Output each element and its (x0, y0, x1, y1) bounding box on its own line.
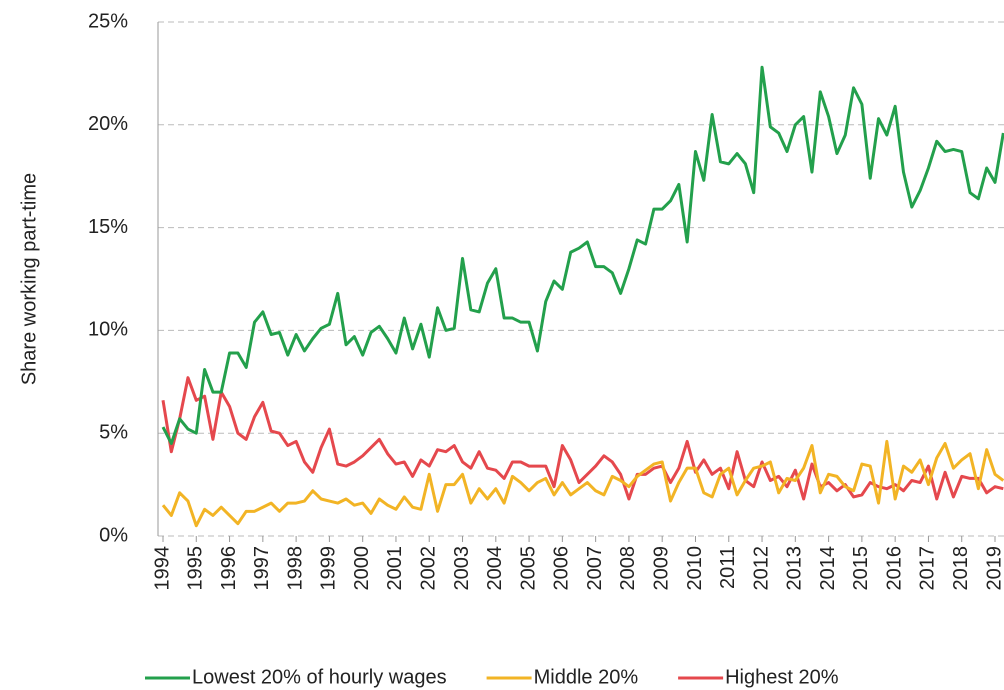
x-tick-label: 2007 (584, 546, 606, 591)
legend-label: Middle 20% (534, 666, 639, 688)
x-tick-label: 1998 (284, 546, 306, 591)
x-tick-label: 2012 (750, 546, 772, 591)
x-tick-label: 2016 (883, 546, 905, 591)
x-tick-label: 2003 (451, 546, 473, 591)
x-tick-label: 2011 (717, 546, 739, 589)
legend-label: Highest 20% (725, 666, 839, 688)
y-axis-title: Share working part-time (18, 173, 40, 385)
x-tick-label: 1996 (218, 546, 240, 591)
x-tick-label: 2015 (850, 546, 872, 591)
legend-label: Lowest 20% of hourly wages (192, 666, 447, 688)
x-tick-label: 2009 (650, 546, 672, 591)
x-tick-label: 2008 (617, 546, 639, 591)
x-tick-label: 2019 (983, 546, 1004, 591)
x-tick-label: 1999 (318, 546, 340, 591)
x-tick-label: 2013 (784, 546, 806, 591)
series-line (161, 65, 1004, 445)
x-tick-label: 2017 (917, 546, 939, 591)
x-tick-label: 2014 (817, 546, 839, 591)
series-line (161, 439, 1004, 528)
x-tick-label: 2010 (684, 546, 706, 591)
x-tick-label: 1997 (251, 546, 273, 591)
x-tick-label: 2000 (351, 546, 373, 591)
x-tick-label: 2018 (950, 546, 972, 591)
x-tick-label: 2006 (551, 546, 573, 591)
y-tick-label: 25% (88, 10, 128, 32)
x-tick-label: 2005 (517, 546, 539, 591)
x-tick-label: 2002 (418, 546, 440, 591)
series-line (161, 376, 1004, 501)
y-tick-label: 10% (88, 319, 128, 341)
y-tick-label: 15% (88, 216, 128, 238)
x-tick-label: 1994 (151, 546, 173, 591)
y-tick-label: 20% (88, 113, 128, 135)
y-tick-label: 0% (99, 524, 128, 546)
y-tick-label: 5% (99, 421, 128, 443)
x-tick-label: 1995 (185, 546, 207, 591)
x-tick-label: 2001 (384, 546, 406, 591)
x-tick-label: 2004 (484, 546, 506, 591)
